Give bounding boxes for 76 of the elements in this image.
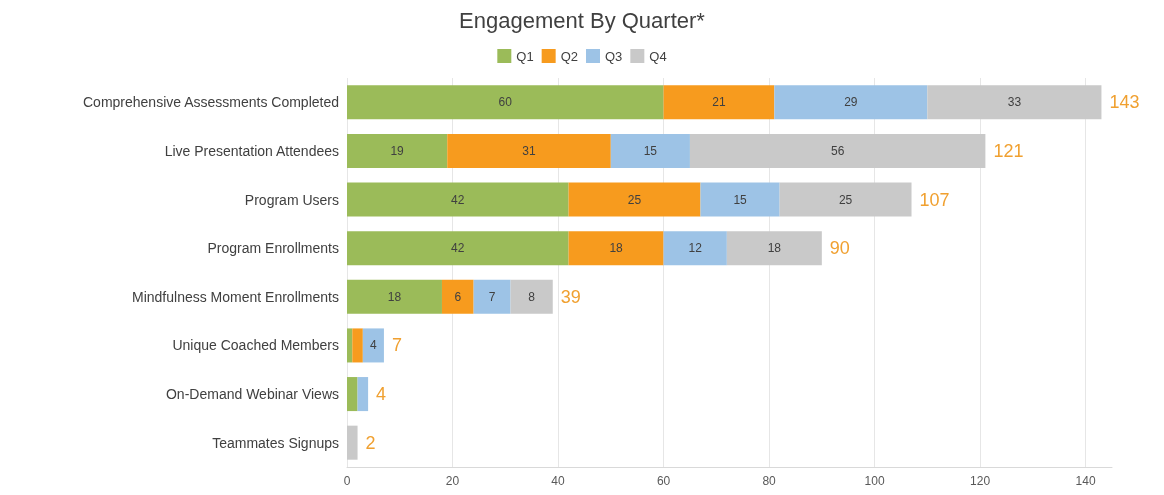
bar (774, 85, 928, 120)
total-label: 39 (560, 286, 581, 307)
bar (510, 279, 553, 314)
data-label: 19 (390, 143, 405, 158)
data-label: 7 (488, 289, 496, 304)
legend-label: Q2 (560, 48, 578, 64)
total-label: 107 (919, 189, 950, 210)
bar (473, 279, 511, 314)
data-label: 21 (712, 95, 726, 110)
x-tick-label: 120 (970, 474, 991, 488)
bar (347, 377, 358, 412)
bar (689, 133, 986, 168)
bar (568, 182, 701, 217)
y-tick-label: Mindfulness Moment Enrollments (132, 288, 339, 305)
data-label: 15 (643, 143, 658, 158)
data-label: 18 (387, 289, 402, 304)
chart-title: Engagement By Quarter* (459, 7, 706, 33)
y-tick-label: Live Presentation Attendees (164, 142, 339, 159)
bar (347, 182, 569, 217)
bar (347, 279, 442, 314)
data-label: 25 (627, 192, 642, 207)
total-label: 2 (365, 432, 376, 453)
total-label: 143 (1109, 92, 1140, 113)
x-tick-label: 60 (656, 474, 671, 488)
y-tick-label: Unique Coached Members (172, 337, 339, 354)
bar (779, 182, 912, 217)
total-label: 4 (376, 384, 387, 405)
y-tick-label: Program Enrollments (207, 240, 339, 257)
x-tick-label: 140 (1075, 474, 1096, 488)
x-tick-label: 40 (551, 474, 566, 488)
data-label: 25 (838, 192, 853, 207)
bar (663, 231, 727, 266)
data-label: 18 (609, 241, 624, 256)
bar (663, 85, 775, 120)
total-label: 7 (391, 335, 402, 356)
legend-label: Q3 (605, 48, 623, 64)
data-label: 42 (451, 192, 465, 207)
bar (352, 328, 363, 363)
data-label: 60 (498, 95, 513, 110)
bar (726, 231, 822, 266)
data-label: 33 (1007, 95, 1022, 110)
x-tick-label: 0 (343, 474, 351, 488)
legend-label: Q1 (516, 48, 534, 64)
data-label: 15 (733, 192, 748, 207)
data-label: 56 (830, 143, 845, 158)
data-label: 12 (688, 241, 703, 256)
data-label: 18 (767, 241, 782, 256)
x-tick-label: 20 (445, 474, 460, 488)
bar (362, 328, 384, 363)
data-label: 29 (844, 95, 858, 110)
bar (927, 85, 1102, 120)
bar (441, 279, 474, 314)
bar (347, 85, 664, 120)
x-tick-label: 100 (864, 474, 885, 488)
y-tick-label: Program Users (244, 191, 339, 208)
data-label: 4 (370, 338, 378, 353)
total-label: 90 (829, 238, 850, 259)
bar (347, 425, 358, 460)
bar (447, 133, 611, 168)
bar (347, 328, 353, 363)
total-label: 121 (993, 140, 1024, 161)
x-tick-label: 80 (762, 474, 777, 488)
bar (347, 231, 569, 266)
y-tick-label: Teammates Signups (212, 434, 339, 451)
data-label: 8 (528, 289, 536, 304)
bar (357, 377, 369, 412)
y-tick-label: On-Demand Webinar Views (165, 386, 339, 403)
data-label: 31 (522, 143, 537, 158)
bar (610, 133, 690, 168)
bar (347, 133, 448, 168)
y-tick-label: Comprehensive Assessments Completed (82, 94, 339, 111)
data-label: 6 (454, 289, 462, 304)
data-label: 42 (451, 241, 465, 256)
bar (568, 231, 664, 266)
legend-label: Q4 (649, 48, 667, 64)
bar (700, 182, 780, 217)
